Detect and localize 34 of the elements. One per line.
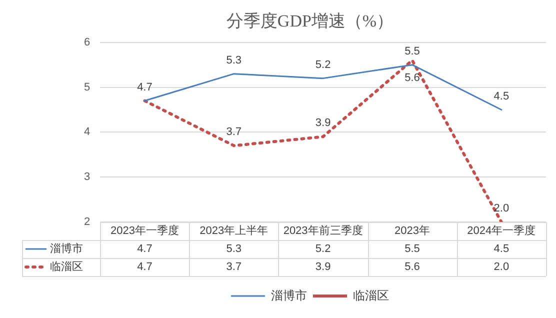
text: 4.5: [494, 90, 510, 102]
legend-label: 淄博市: [50, 242, 83, 256]
y-tick-label: 4: [84, 126, 90, 138]
data-label: 3.9: [315, 261, 331, 274]
y-tick-label: 3: [84, 171, 90, 184]
y-tick-label: 2: [84, 216, 90, 228]
y-tick-label: 6: [84, 36, 90, 48]
data-label: 2.0: [494, 261, 510, 274]
text: 2.0: [494, 202, 510, 215]
data-label: 5.6: [404, 261, 420, 274]
x-tick-label: 2023年一季度: [110, 224, 179, 238]
x-tick-label: 2023年前三季度: [283, 224, 363, 238]
text: 4.7: [137, 81, 152, 94]
text: 淄博市: [271, 288, 307, 302]
text: 5.5: [404, 45, 420, 58]
text: 3.9: [315, 117, 331, 130]
text: 5.6: [404, 72, 420, 84]
data-label: 4.5: [494, 243, 510, 256]
data-label: 5.5: [404, 243, 420, 256]
text: 3.7: [226, 126, 242, 138]
y-tick-label: 5: [84, 81, 90, 94]
text: 5.3: [226, 54, 242, 66]
x-tick-label: 2023年上半年: [200, 224, 268, 238]
data-label: 5.2: [315, 243, 331, 256]
data-label: 4.7: [137, 261, 152, 274]
text: 5.2: [315, 58, 331, 71]
legend-label: 临淄区: [353, 288, 389, 302]
data-label: 3.7: [226, 261, 242, 274]
data-label: 4.7: [137, 243, 152, 256]
chart-title: 分季度GDP增速（%）: [226, 12, 394, 31]
x-tick-label: 2023年: [394, 225, 430, 238]
data-label: 5.3: [226, 243, 242, 256]
text: 临淄区: [50, 261, 83, 274]
x-tick-label: 2024年一季度: [467, 224, 536, 238]
